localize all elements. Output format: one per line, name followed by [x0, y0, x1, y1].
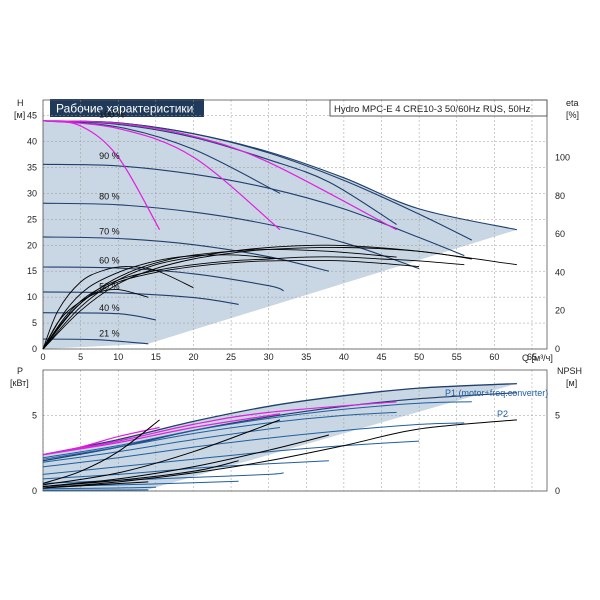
speed-label: 50 %: [99, 281, 120, 291]
y2-tick-label: 60: [555, 229, 565, 239]
npsh-curve: [42, 460, 239, 487]
npsh-curve: [42, 419, 281, 486]
power-curve: [42, 460, 329, 480]
x-tick-label: 50: [414, 352, 424, 362]
y-tick-label: 30: [27, 188, 37, 198]
y-tick-label: 0: [32, 344, 37, 354]
power-curve: [42, 427, 281, 463]
head-curve: [42, 338, 149, 345]
speed-label: 80 %: [99, 192, 120, 202]
efficiency-curve: [42, 254, 281, 350]
head-curve: [42, 202, 420, 270]
y-tick-label: 35: [27, 162, 37, 172]
efficiency-curve: [42, 259, 420, 350]
title-bar: [50, 99, 204, 117]
y2-tick-label: 40: [555, 267, 565, 277]
y-tick-label: 5: [32, 410, 37, 420]
h-axis-label: H: [17, 98, 24, 108]
plot-frame: [42, 99, 548, 350]
y-tick-label: 25: [27, 214, 37, 224]
bottom-curves: [42, 382, 517, 491]
power-curve: [42, 440, 420, 475]
chart-title: Рабочие характеристики: [56, 102, 193, 116]
p-axis-unit: [кВт]: [10, 378, 29, 388]
speed-label: 40 %: [99, 303, 120, 313]
y-tick-label: 20: [27, 240, 37, 250]
head-curve: [42, 236, 330, 272]
y2-tick-label: 0: [555, 486, 560, 496]
top-tick-labels: 0 5 10 15 20 25 30 35 40 45 50 55 60 65 0 5 10 15 20 25 30 35…: [27, 111, 570, 362]
plot-frame: [42, 369, 548, 492]
head-curve: [42, 163, 465, 257]
power-curve: [42, 411, 397, 460]
x-tick-label: 40: [339, 352, 349, 362]
eta-axis-label: eta: [566, 98, 579, 108]
y-tick-label: 40: [27, 137, 37, 147]
npsh-curve: [42, 434, 330, 487]
top-curves: [42, 120, 518, 350]
efficiency-curve: [42, 289, 149, 350]
speed-labels: 100 % 90 % 80 % 70 % 60 % 50 % 40 % 21 %: [99, 110, 125, 339]
best-efficiency-curve: [42, 120, 281, 231]
y2-tick-label: 100: [555, 152, 570, 162]
eta-axis-unit: [%]: [566, 110, 579, 120]
bottom-tick-labels: 0 5 0 5: [32, 410, 560, 496]
speed-label: 60 %: [99, 255, 120, 265]
x-tick-label: 15: [151, 352, 161, 362]
head-curve: [42, 291, 239, 305]
operating-area-shade: [43, 120, 517, 349]
p2-legend-label: P2: [497, 409, 508, 419]
speed-label: 70 %: [99, 226, 120, 236]
x-tick-label: 0: [40, 352, 45, 362]
top-operating-area: [43, 120, 517, 349]
h-axis-unit: [м]: [14, 110, 25, 120]
npsh-axis-unit: [м]: [566, 378, 577, 388]
x-tick-label: 10: [113, 352, 123, 362]
power-best-efficiency-curve: [42, 413, 281, 456]
y2-tick-label: 20: [555, 306, 565, 316]
efficiency-curve: [42, 256, 465, 350]
y-tick-label: 45: [27, 111, 37, 121]
power-curve: [42, 486, 156, 490]
x-tick-label: 30: [264, 352, 274, 362]
y2-tick-label: 80: [555, 191, 565, 201]
p1-curve: [42, 382, 517, 456]
p-axis-label: P: [17, 366, 23, 376]
power-curve: [42, 422, 465, 468]
power-legend: P1 (motor+freq.converter) P2: [445, 388, 548, 419]
x-tick-label: 20: [188, 352, 198, 362]
head-curve: [42, 312, 156, 321]
x-tick-label: 35: [301, 352, 311, 362]
speed-label: 21 %: [99, 329, 120, 339]
speed-label: 100 %: [99, 110, 125, 120]
npsh-curve: [42, 419, 517, 489]
power-curve: [42, 401, 472, 459]
head-curve: [42, 266, 284, 292]
y-tick-label: 0: [32, 486, 37, 496]
power-best-efficiency-curve: [42, 401, 397, 456]
q-axis-label: Q [м³/ч]: [522, 353, 553, 363]
y2-tick-label: 5: [555, 410, 560, 420]
speed-label: 90 %: [99, 151, 120, 161]
x-tick-label: 25: [226, 352, 236, 362]
y-tick-label: 15: [27, 266, 37, 276]
x-tick-label: 55: [452, 352, 462, 362]
y-tick-label: 5: [32, 318, 37, 328]
y-tick-label: 10: [27, 292, 37, 302]
p1-legend-label: P1 (motor+freq.converter): [445, 388, 548, 398]
npsh-curve: [42, 481, 149, 489]
top-grid: [42, 99, 548, 350]
npsh-axis-label: NPSH: [557, 366, 582, 376]
x-tick-label: 45: [376, 352, 386, 362]
x-tick-label: 60: [489, 352, 499, 362]
best-efficiency-curve: [42, 120, 397, 231]
y2-tick-label: 0: [555, 344, 560, 354]
x-tick-label: 65: [527, 352, 537, 362]
x-tick-label: 5: [78, 352, 83, 362]
pump-info-label: Hydro MPC-E 4 CRE10-3 50/60Hz RUS, 50Hz: [334, 104, 531, 115]
npsh-curve: [42, 419, 160, 484]
